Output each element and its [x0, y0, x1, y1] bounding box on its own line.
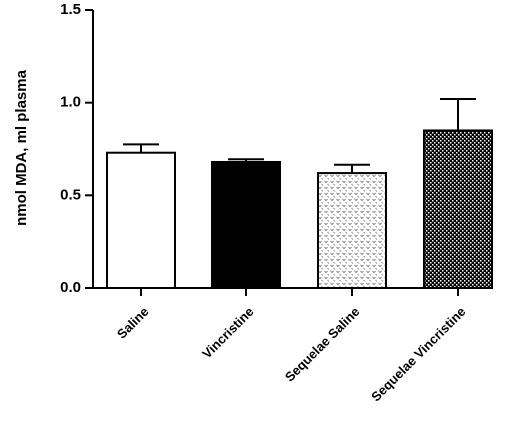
category-label: Saline [114, 304, 152, 342]
bar-saline [106, 151, 176, 289]
category-label: Vincristine [199, 304, 256, 361]
y-tick-label: 0.0 [60, 279, 81, 296]
bar-vincristine [211, 160, 281, 289]
y-tick-label: 0.5 [60, 186, 81, 203]
y-axis-title: nmol MDA, ml plasma [13, 69, 30, 226]
bar-sequelae-vincristine [423, 129, 493, 289]
y-tick-label: 1.0 [60, 94, 81, 111]
y-tick-label: 1.5 [60, 1, 81, 18]
category-label: Sequelae Saline [282, 304, 363, 385]
bar-sequelae-saline [317, 172, 387, 290]
category-label: Sequelae Vincristine [368, 304, 468, 404]
